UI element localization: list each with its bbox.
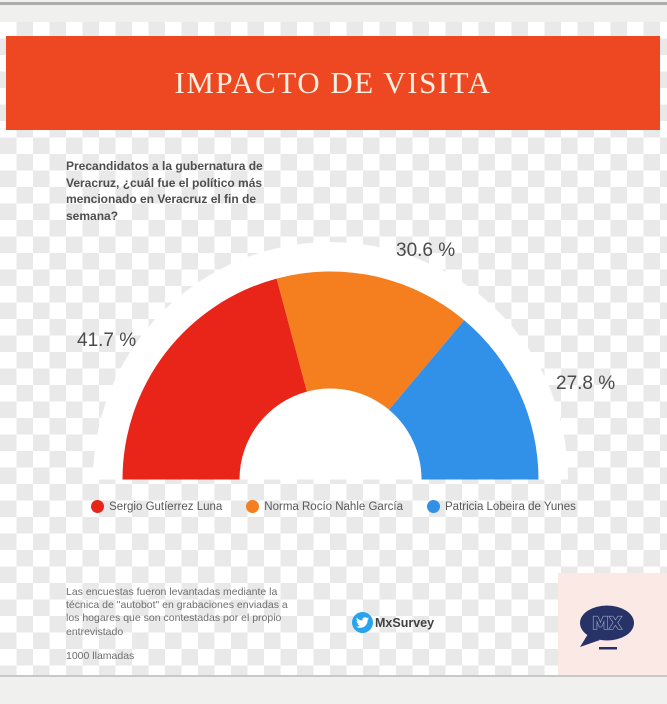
legend-item: Patricia Lobeira de Yunes bbox=[427, 500, 576, 513]
legend-label: Sergio Gutíerrez Luna bbox=[109, 500, 223, 513]
twitter-handle: MxSurvey bbox=[352, 612, 434, 633]
methodology-note: Las encuestas fueron levantadas mediante… bbox=[66, 586, 288, 638]
segment-value-label-red: 41.7 % bbox=[77, 330, 137, 351]
svg-text:MX: MX bbox=[592, 614, 622, 634]
segment-value-label-blue: 27.8 % bbox=[556, 373, 616, 394]
mx-speech-bubble-icon: MX bbox=[580, 605, 634, 650]
donut-segment-0 bbox=[122, 278, 307, 480]
donut-segment-2 bbox=[389, 320, 539, 480]
page-title: IMPACTO DE VISITA bbox=[174, 65, 492, 100]
chart-legend: Sergio Gutíerrez Luna Norma Rocío Nahle … bbox=[0, 500, 667, 513]
survey-question: Precandidatos a la gubernatura de Veracr… bbox=[66, 159, 263, 223]
donut-segment-1 bbox=[276, 271, 465, 410]
legend-dot-icon bbox=[427, 500, 440, 513]
sample-size: 1000 llamadas bbox=[66, 650, 135, 662]
legend-item: Norma Rocío Nahle García bbox=[246, 500, 403, 513]
legend-dot-icon bbox=[91, 500, 105, 513]
top-divider-line bbox=[0, 2, 667, 5]
mx-survey-logo: MX bbox=[558, 573, 667, 675]
semi-donut-chart bbox=[93, 242, 568, 480]
title-banner: IMPACTO DE VISITA bbox=[6, 36, 660, 130]
segment-value-label-orange: 30.6 % bbox=[396, 240, 456, 261]
twitter-handle-label: MxSurvey bbox=[375, 615, 435, 630]
legend-dot-icon bbox=[246, 500, 260, 513]
legend-label: Patricia Lobeira de Yunes bbox=[445, 500, 576, 513]
twitter-icon bbox=[352, 612, 373, 633]
legend-label: Norma Rocío Nahle García bbox=[264, 500, 403, 513]
legend-item: Sergio Gutíerrez Luna bbox=[91, 500, 222, 513]
